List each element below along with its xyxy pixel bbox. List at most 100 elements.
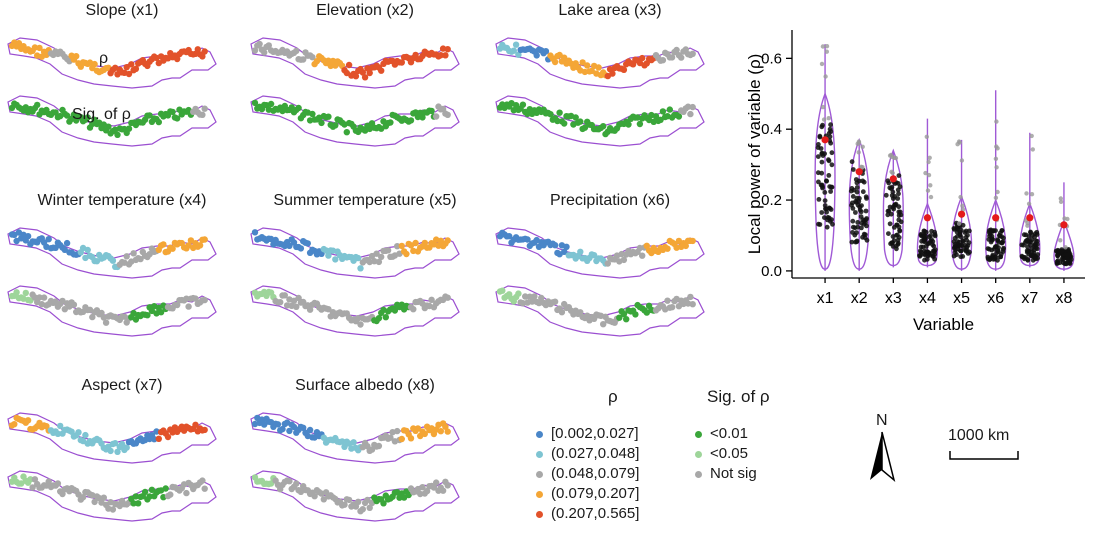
rho-point [261, 421, 268, 428]
data-point [889, 240, 895, 246]
rho-point [387, 434, 394, 441]
sig-point [109, 506, 117, 513]
rho-point [325, 252, 332, 259]
outlier-point [1058, 199, 1064, 204]
sig-point [309, 110, 316, 118]
rho-point [682, 242, 689, 250]
data-point [963, 234, 969, 240]
rho-point [24, 417, 32, 424]
rho-map-outline [250, 412, 460, 464]
rho-point [398, 59, 405, 66]
data-point [1025, 244, 1030, 250]
rho-point [109, 257, 117, 264]
sig-point [201, 296, 208, 304]
sig-point [600, 321, 607, 328]
sig-point [174, 301, 181, 309]
sig-point [167, 491, 174, 498]
sig-point [433, 113, 440, 120]
outlier-point [823, 74, 828, 79]
rho-point [24, 233, 32, 240]
data-point [853, 177, 859, 182]
data-point [1064, 256, 1070, 261]
outlier-point [995, 189, 1000, 195]
rho-point [590, 252, 598, 259]
data-point [995, 237, 1000, 243]
mean-point [992, 214, 1000, 222]
data-point [859, 225, 864, 231]
data-point [994, 250, 999, 256]
outlier-point [1029, 192, 1035, 197]
map-panel: Aspect (x7) [2, 377, 242, 527]
rho-point [306, 426, 314, 434]
rho-point [123, 444, 130, 451]
sig-point [199, 477, 206, 484]
sig-point [183, 489, 190, 497]
outlier-point [926, 172, 932, 178]
sig-point [22, 289, 29, 297]
data-point [850, 230, 855, 235]
legend-label: (0.079,0.207] [551, 485, 640, 502]
map-svg [7, 37, 217, 147]
sig-point [341, 501, 348, 508]
map-svg [250, 37, 460, 147]
outlier-point [887, 153, 893, 158]
outlier-point [994, 165, 999, 170]
rho-point [118, 440, 126, 448]
sig-point [538, 294, 545, 302]
sig-point [547, 111, 554, 118]
sig-point [345, 496, 353, 504]
outlier-point [994, 119, 999, 124]
data-point [822, 190, 828, 195]
rho-point [398, 242, 405, 250]
mean-point [1060, 221, 1068, 229]
rho-point [341, 443, 348, 450]
sig-point [531, 293, 538, 300]
legend: ρ Sig. of ρ [0.002,0.027] (0.027,0.048] (0… [520, 385, 900, 545]
x-tick-label: x6 [987, 290, 1004, 307]
legend-label: Not sig [710, 465, 757, 482]
data-point [922, 251, 927, 257]
outlier-point [821, 117, 827, 122]
map-panel: Precipitation (x6) [490, 192, 730, 342]
mean-point [1026, 214, 1034, 222]
data-point [816, 179, 821, 185]
outlier-point [824, 44, 830, 49]
rho-point [300, 56, 307, 63]
outlier-point [926, 159, 931, 165]
rho-point [551, 242, 559, 249]
sig-point [623, 316, 630, 323]
sig-point [428, 296, 435, 303]
sig-point [439, 487, 447, 494]
sig-map-outline [495, 285, 705, 337]
rho-point [350, 439, 357, 446]
mean-point [923, 214, 932, 222]
rho-point [304, 240, 311, 247]
sig-point [407, 117, 415, 124]
sig-point [169, 108, 176, 116]
rho-point [394, 427, 401, 435]
rho-point [201, 48, 208, 55]
sig-point [36, 294, 43, 301]
legend-swatch [695, 430, 702, 438]
sig-point [157, 309, 165, 316]
data-point [854, 189, 860, 195]
outlier-point [928, 183, 933, 188]
north-arrow: N [862, 412, 902, 483]
rho-point [327, 62, 334, 70]
legend-item: (0.207,0.565] [536, 505, 639, 522]
rho-point [137, 255, 144, 263]
outlier-point [1025, 223, 1030, 228]
rho-point [322, 247, 330, 254]
rho-point [579, 59, 586, 66]
rho-point [192, 421, 199, 428]
data-point [953, 247, 958, 253]
data-point [896, 209, 902, 215]
data-point [932, 256, 937, 262]
rho-point [196, 242, 204, 249]
rho-point [355, 254, 362, 262]
data-point [826, 130, 832, 136]
data-point [999, 228, 1005, 233]
data-point [1026, 234, 1032, 239]
rho-point [444, 237, 451, 244]
sig-point [174, 115, 181, 122]
